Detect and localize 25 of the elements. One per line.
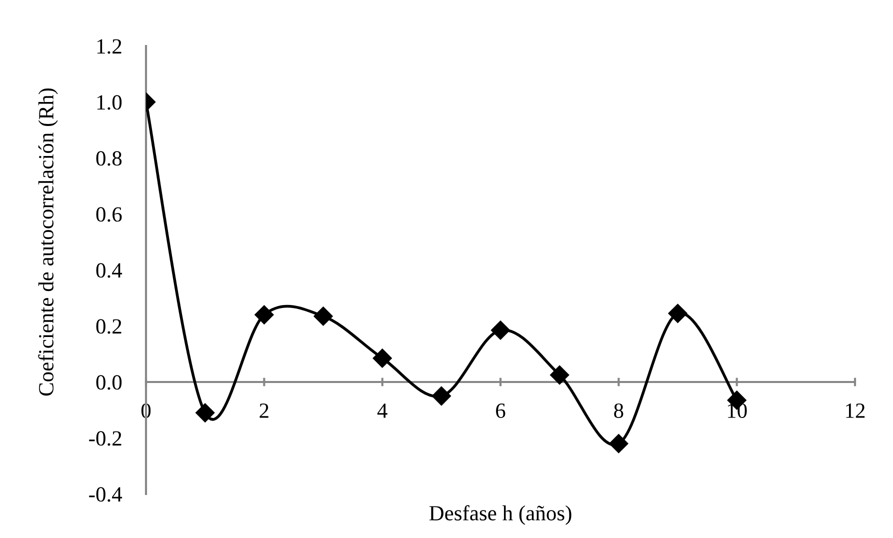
point bbox=[314, 306, 333, 326]
point bbox=[254, 305, 274, 324]
point bbox=[196, 403, 215, 422]
point bbox=[668, 304, 688, 323]
y-tick-label: 0.4 bbox=[96, 263, 122, 278]
y-tick-label: -0.4 bbox=[89, 487, 122, 502]
point bbox=[550, 365, 570, 385]
x-axis-title: Desfase h (años) bbox=[429, 505, 572, 525]
y-tick-label: 0.8 bbox=[96, 151, 122, 166]
y-tick-label: -0.2 bbox=[89, 431, 122, 446]
y-tick-label: 1.0 bbox=[97, 95, 122, 110]
x-tick-label: 12 bbox=[846, 404, 865, 418]
y-axis-title: Coeficiente de autocorrelación (Rh) bbox=[38, 88, 58, 396]
y-tick-label: 0.6 bbox=[96, 207, 122, 222]
point bbox=[490, 320, 510, 340]
x-tick-label: 2 bbox=[260, 404, 268, 418]
x-tick-label: 6 bbox=[496, 404, 506, 418]
x-tick-label: 8 bbox=[614, 403, 624, 418]
x-tick-label: 4 bbox=[377, 404, 388, 418]
y-tick-label: 1.2 bbox=[97, 39, 122, 54]
point bbox=[432, 386, 451, 406]
point bbox=[609, 434, 628, 454]
point bbox=[372, 348, 392, 368]
y-tick-label: 0.2 bbox=[96, 319, 122, 334]
y-tick-label: 0.0 bbox=[96, 375, 122, 390]
